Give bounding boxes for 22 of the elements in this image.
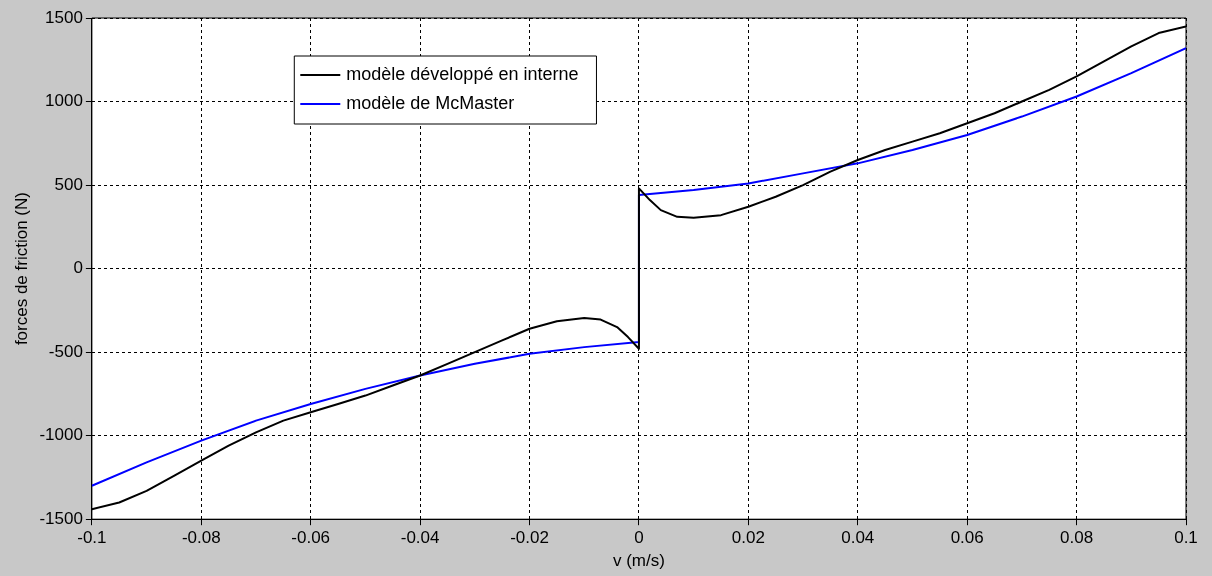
y-tick-label: 500: [54, 174, 83, 194]
legend-label: modèle développé en interne: [346, 63, 579, 84]
x-tick-label: -0.1: [77, 528, 107, 548]
x-tick-label: 0.02: [731, 528, 765, 548]
y-tick-label: -500: [48, 341, 83, 361]
x-tick-label: 0.04: [841, 528, 875, 548]
legend-label: modèle de McMaster: [346, 92, 515, 113]
x-tick-label: 0.08: [1060, 528, 1094, 548]
x-tick-label: -0.06: [291, 528, 331, 548]
y-tick-label: 1500: [45, 7, 83, 27]
x-tick-label: 0.1: [1174, 528, 1198, 548]
x-tick-label: -0.08: [181, 528, 221, 548]
y-axis-title: forces de friction (N): [11, 192, 31, 346]
y-tick-label: 1000: [45, 91, 83, 111]
y-tick-label: -1500: [39, 508, 83, 528]
x-tick-label: -0.04: [400, 528, 440, 548]
x-tick-label: -0.02: [510, 528, 549, 548]
x-axis-title: v (m/s): [612, 551, 665, 571]
x-tick-label: 0: [634, 528, 644, 548]
y-tick-label: 0: [73, 258, 83, 278]
y-tick-label: -1000: [39, 425, 83, 445]
x-tick-label: 0.06: [950, 528, 984, 548]
